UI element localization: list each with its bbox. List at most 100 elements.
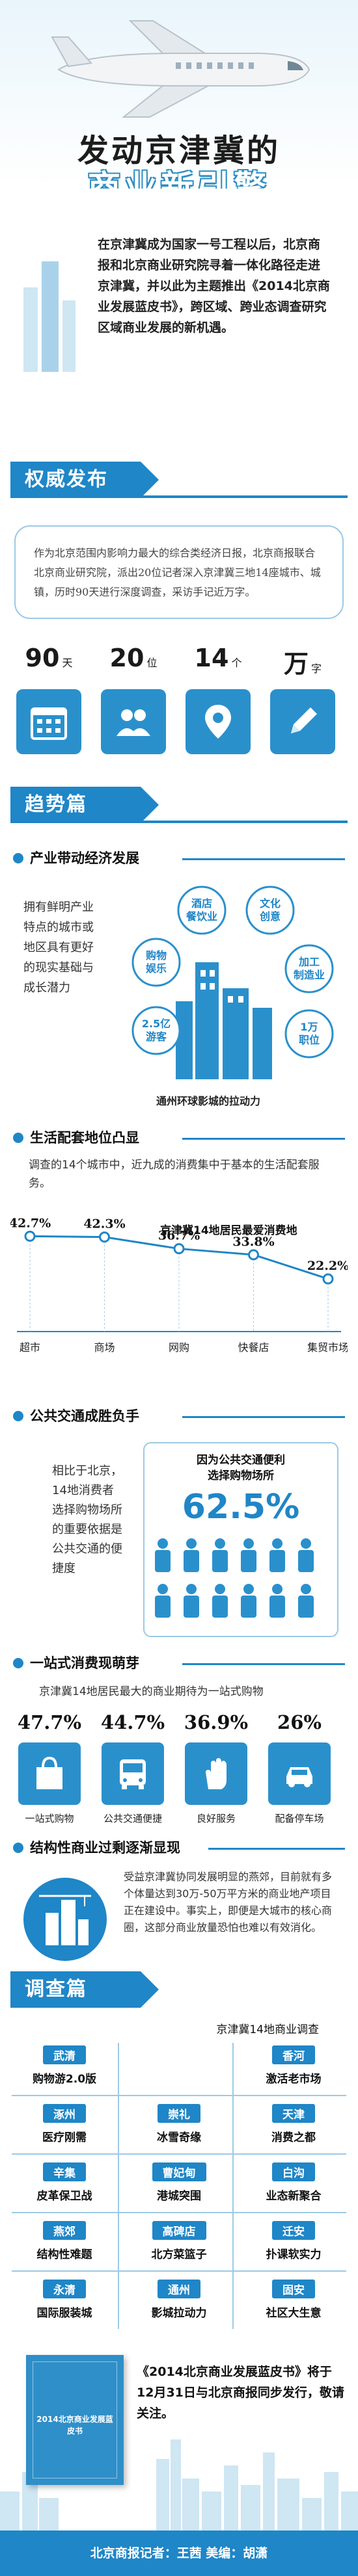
transport-box-title: 因为公共交通便利 选择购物场所 (197, 1454, 285, 1482)
section-title: 调查篇 (10, 1971, 159, 2008)
grid-divider (12, 2270, 346, 2272)
stat-number: 万 (283, 650, 309, 678)
bus-icon (102, 1742, 164, 1805)
survey-cell: 辛集 皮革保卫战 (16, 2162, 113, 2211)
survey-city-desc: 消费之都 (271, 2131, 316, 2144)
stat-unit: 个 (231, 657, 242, 669)
expectation-label: 公共交通便捷 (103, 1813, 162, 1824)
survey-cell: 涿州 医疗刚需 (16, 2104, 113, 2152)
transport-box-pct: 62.5% (182, 1488, 300, 1527)
intro-text: 在京津冀成为国家一号工程以后，北京商报和北京商业研究院寻着一体化路径走进京津冀，… (98, 237, 330, 335)
expectation-label: 良好服务 (196, 1813, 236, 1824)
stat-number: 14 (194, 644, 229, 672)
credits-footer: 北京商报记者：王茜 美编：胡潇 (0, 2530, 358, 2576)
survey-cell: 天津 消费之都 (245, 2104, 342, 2152)
line-chart-svg: 42.7% 超市 42.3% 商场 36.7% 网购 33.8% 快餐店 22.2% 集贸市场 (9, 1216, 349, 1354)
expectation-label: 一站式购物 (25, 1813, 74, 1824)
book-cover-text: 2014北京商业发展蓝皮书 (36, 2415, 113, 2436)
x-tick-label: 网购 (169, 1341, 189, 1354)
survey-city-desc: 社区大生意 (266, 2307, 322, 2320)
bubble-label: 购物 娱乐 (145, 949, 167, 975)
section-rule (10, 495, 348, 498)
grid-divider (232, 2043, 234, 2329)
survey-cell: 香河 激活老市场 (245, 2045, 342, 2094)
transport-box: 因为公共交通便利 选择购物场所 62.5% (143, 1442, 338, 1637)
survey-city-label: 迁安 (272, 2221, 315, 2240)
hero: 发动京津冀的 商业新引擎 (0, 0, 358, 189)
survey-cell: 曹妃甸 港城突围 (130, 2162, 228, 2211)
survey-city-label: 通州 (158, 2280, 200, 2298)
shopping-bag-icon (18, 1742, 81, 1805)
grid-divider (12, 2212, 346, 2213)
bubble-label: 2.5亿 游客 (141, 1018, 171, 1043)
expectation-item: 47.7% 一站式购物 (10, 1711, 89, 1825)
stat-number: 90 (25, 644, 60, 672)
stat-cities: 14 个 (182, 644, 254, 754)
grid-divider (118, 2043, 119, 2329)
quote-box: 作为北京范围内影响力最大的综合类经济日报，北京商报联合北京商业研究院，派出20位… (14, 525, 344, 619)
survey-city-desc: 扑课软实力 (266, 2248, 322, 2261)
survey-city-label: 香河 (272, 2045, 315, 2064)
survey-cell: 通州 影城拉动力 (130, 2280, 228, 2328)
subsection-transport: 公共交通成胜负手 (13, 1403, 358, 1429)
survey-city-desc: 医疗刚需 (42, 2131, 87, 2144)
survey-city-label: 涿州 (43, 2104, 86, 2123)
subsection-title: 公共交通成胜负手 (30, 1408, 139, 1424)
survey-cell: 燕郊 结构性难题 (16, 2221, 113, 2269)
section-title: 趋势篇 (10, 787, 159, 823)
transport-block: 相比于北京，14地消费者选择购物场所的重要依据是公共交通的便捷度 因为公共交通便… (0, 1429, 358, 1650)
survey-city-desc: 冰雪奇缘 (157, 2131, 201, 2144)
book-cover-image: 2014北京商业发展蓝皮书 (26, 2355, 124, 2485)
airplane-icon (51, 20, 310, 118)
expectation-item: 44.7% 公共交通便捷 (94, 1711, 172, 1825)
building-crane-icon (23, 1878, 107, 1961)
survey-city-desc: 北方菜篮子 (151, 2248, 207, 2261)
survey-city-desc: 皮革保卫战 (36, 2190, 92, 2203)
survey-cell: 崇礼 冰雪奇缘 (130, 2104, 228, 2152)
subsection-industry: 产业带动经济发展 (13, 845, 358, 871)
industry-caption: 通州环球影城的拉动力 (156, 1095, 261, 1107)
x-tick-label: 集贸市场 (307, 1341, 348, 1354)
survey-cell: 白沟 业态新聚合 (245, 2162, 342, 2211)
section-authority-header: 权威发布 (0, 462, 358, 501)
living-text: 调查的14个城市中，近九成的消费集中于基本的生活配套服务。 (29, 1159, 320, 1190)
stat-reporters: 20 位 (98, 644, 169, 754)
expectation-pct: 36.9% (184, 1711, 249, 1733)
survey-city-desc: 业态新聚合 (266, 2190, 322, 2203)
survey-city-desc: 港城突围 (157, 2190, 201, 2203)
expectation-item: 26% 配备停车场 (260, 1711, 338, 1825)
hero-title-line1: 发动京津冀的 (77, 133, 281, 169)
stat-unit: 天 (62, 657, 73, 669)
stat-unit: 字 (311, 663, 322, 675)
survey-cell: 永清 国际服装城 (16, 2280, 113, 2328)
stat-unit: 位 (146, 657, 158, 669)
survey-city-desc: 结构性难题 (36, 2248, 92, 2261)
data-point (24, 1230, 36, 1242)
stat-words: 万字 (267, 644, 338, 754)
survey-city-label: 燕郊 (43, 2221, 86, 2240)
expectation-label: 配备停车场 (275, 1813, 324, 1824)
intro-section: 在京津冀成为国家一号工程以后，北京商报和北京商业研究院寻着一体化路径走进京津冀，… (0, 189, 358, 462)
expectation-row: 47.7% 一站式购物 44.7% 公共交通便捷 36.9% 良好服务 26% … (10, 1711, 348, 1835)
section-survey-header: 调查篇 (0, 1971, 358, 2017)
subsection-title: 结构性商业过剩逐渐显现 (30, 1840, 180, 1856)
survey-city-label: 白沟 (272, 2162, 315, 2181)
data-point (173, 1243, 185, 1255)
data-label: 33.8% (232, 1235, 274, 1249)
bubble-label: 酒店 餐饮业 (186, 897, 217, 923)
survey-city-desc: 影城拉动力 (151, 2307, 207, 2320)
survey-city-label: 永清 (43, 2280, 86, 2298)
parking-icon (268, 1742, 331, 1805)
survey-grid: 武清 购物游2.0版 香河 激活老市场 涿州 医疗刚需 崇礼 冰雪奇缘 天津 消费之都 辛集 皮革保卫… (12, 2043, 346, 2335)
hand-icon (185, 1742, 247, 1805)
hero-title-line2: 商业新引擎 (88, 168, 270, 189)
people-icon (101, 689, 166, 754)
expectation-pct: 44.7% (100, 1711, 165, 1733)
subsection-title: 生活配套地位凸显 (30, 1130, 139, 1146)
survey-city-label: 高碑店 (152, 2221, 206, 2240)
book-promo: 2014北京商业发展蓝皮书 《2014北京商业发展蓝皮书》将于12月31日与北京… (0, 2342, 358, 2576)
survey-cell: 高碑店 北方菜篮子 (130, 2221, 228, 2269)
subsection-title: 产业带动经济发展 (30, 850, 139, 866)
transport-text: 相比于北京，14地消费者选择购物场所的重要依据是公共交通的便捷度 (52, 1464, 122, 1575)
